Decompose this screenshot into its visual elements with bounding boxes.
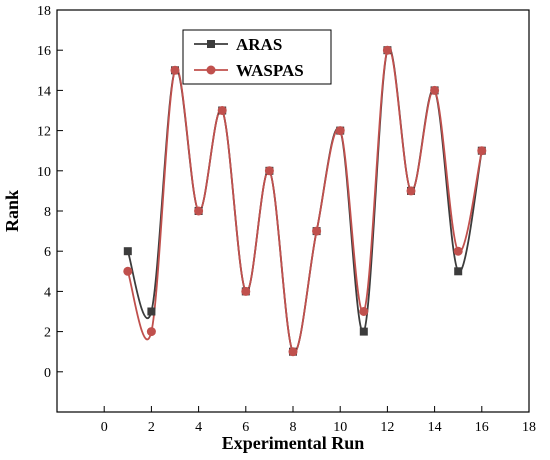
x-tick-label: 0 [101, 420, 108, 435]
data-point-aras [454, 267, 463, 276]
y-tick-label: 14 [37, 84, 51, 99]
data-point-aras [147, 307, 156, 316]
x-axis-ticks: 0 2 4 6 8 10 12 14 16 18 [101, 406, 536, 435]
data-point-waspas [217, 106, 227, 115]
legend: ARAS WASPAS [182, 29, 332, 85]
data-point-aras [359, 327, 368, 336]
y-tick-label: 8 [44, 205, 51, 220]
y-tick-label: 6 [44, 245, 51, 260]
data-point-waspas [241, 286, 251, 296]
x-tick-label: 14 [428, 420, 442, 435]
data-point-waspas [477, 146, 487, 156]
data-point-waspas [335, 126, 345, 136]
x-tick-label: 8 [290, 420, 297, 435]
data-point-waspas [146, 327, 156, 337]
y-tick-label: 12 [37, 125, 51, 140]
x-tick-label: 2 [148, 420, 155, 435]
y-tick-label: 18 [37, 4, 51, 19]
x-tick-label: 12 [380, 420, 394, 435]
data-point-waspas [430, 85, 440, 95]
legend-label-waspas: WASPAS [236, 61, 304, 80]
y-axis-ticks: 0 2 4 6 8 10 12 14 16 18 [37, 4, 63, 381]
x-axis-title: Experimental Run [222, 433, 365, 453]
data-point-waspas [170, 65, 180, 75]
data-point-waspas [312, 226, 322, 236]
y-tick-label: 2 [44, 326, 51, 341]
data-point-waspas [359, 307, 369, 316]
legend-marker-aras [207, 40, 215, 48]
y-tick-label: 16 [37, 44, 51, 59]
legend-label-aras: ARAS [236, 35, 282, 54]
data-point-waspas [406, 186, 416, 196]
legend-box [182, 29, 332, 85]
y-tick-label: 10 [37, 165, 51, 180]
y-tick-label: 0 [44, 366, 51, 381]
y-tick-label: 4 [44, 285, 51, 300]
x-tick-label: 10 [333, 420, 347, 435]
data-point-waspas [194, 206, 204, 216]
data-point-waspas [382, 45, 392, 55]
series-layer [123, 45, 487, 357]
data-point-aras [123, 247, 132, 256]
legend-marker-waspas [206, 65, 216, 75]
data-point-waspas [453, 246, 463, 256]
y-axis-title: Rank [2, 190, 22, 232]
data-point-waspas [123, 266, 133, 276]
x-tick-label: 18 [522, 420, 536, 435]
data-point-waspas [264, 166, 274, 176]
x-tick-label: 4 [195, 420, 202, 435]
x-tick-label: 6 [242, 420, 249, 435]
x-tick-label: 16 [475, 420, 489, 435]
data-point-waspas [288, 347, 298, 357]
series-line-waspas [126, 47, 483, 354]
